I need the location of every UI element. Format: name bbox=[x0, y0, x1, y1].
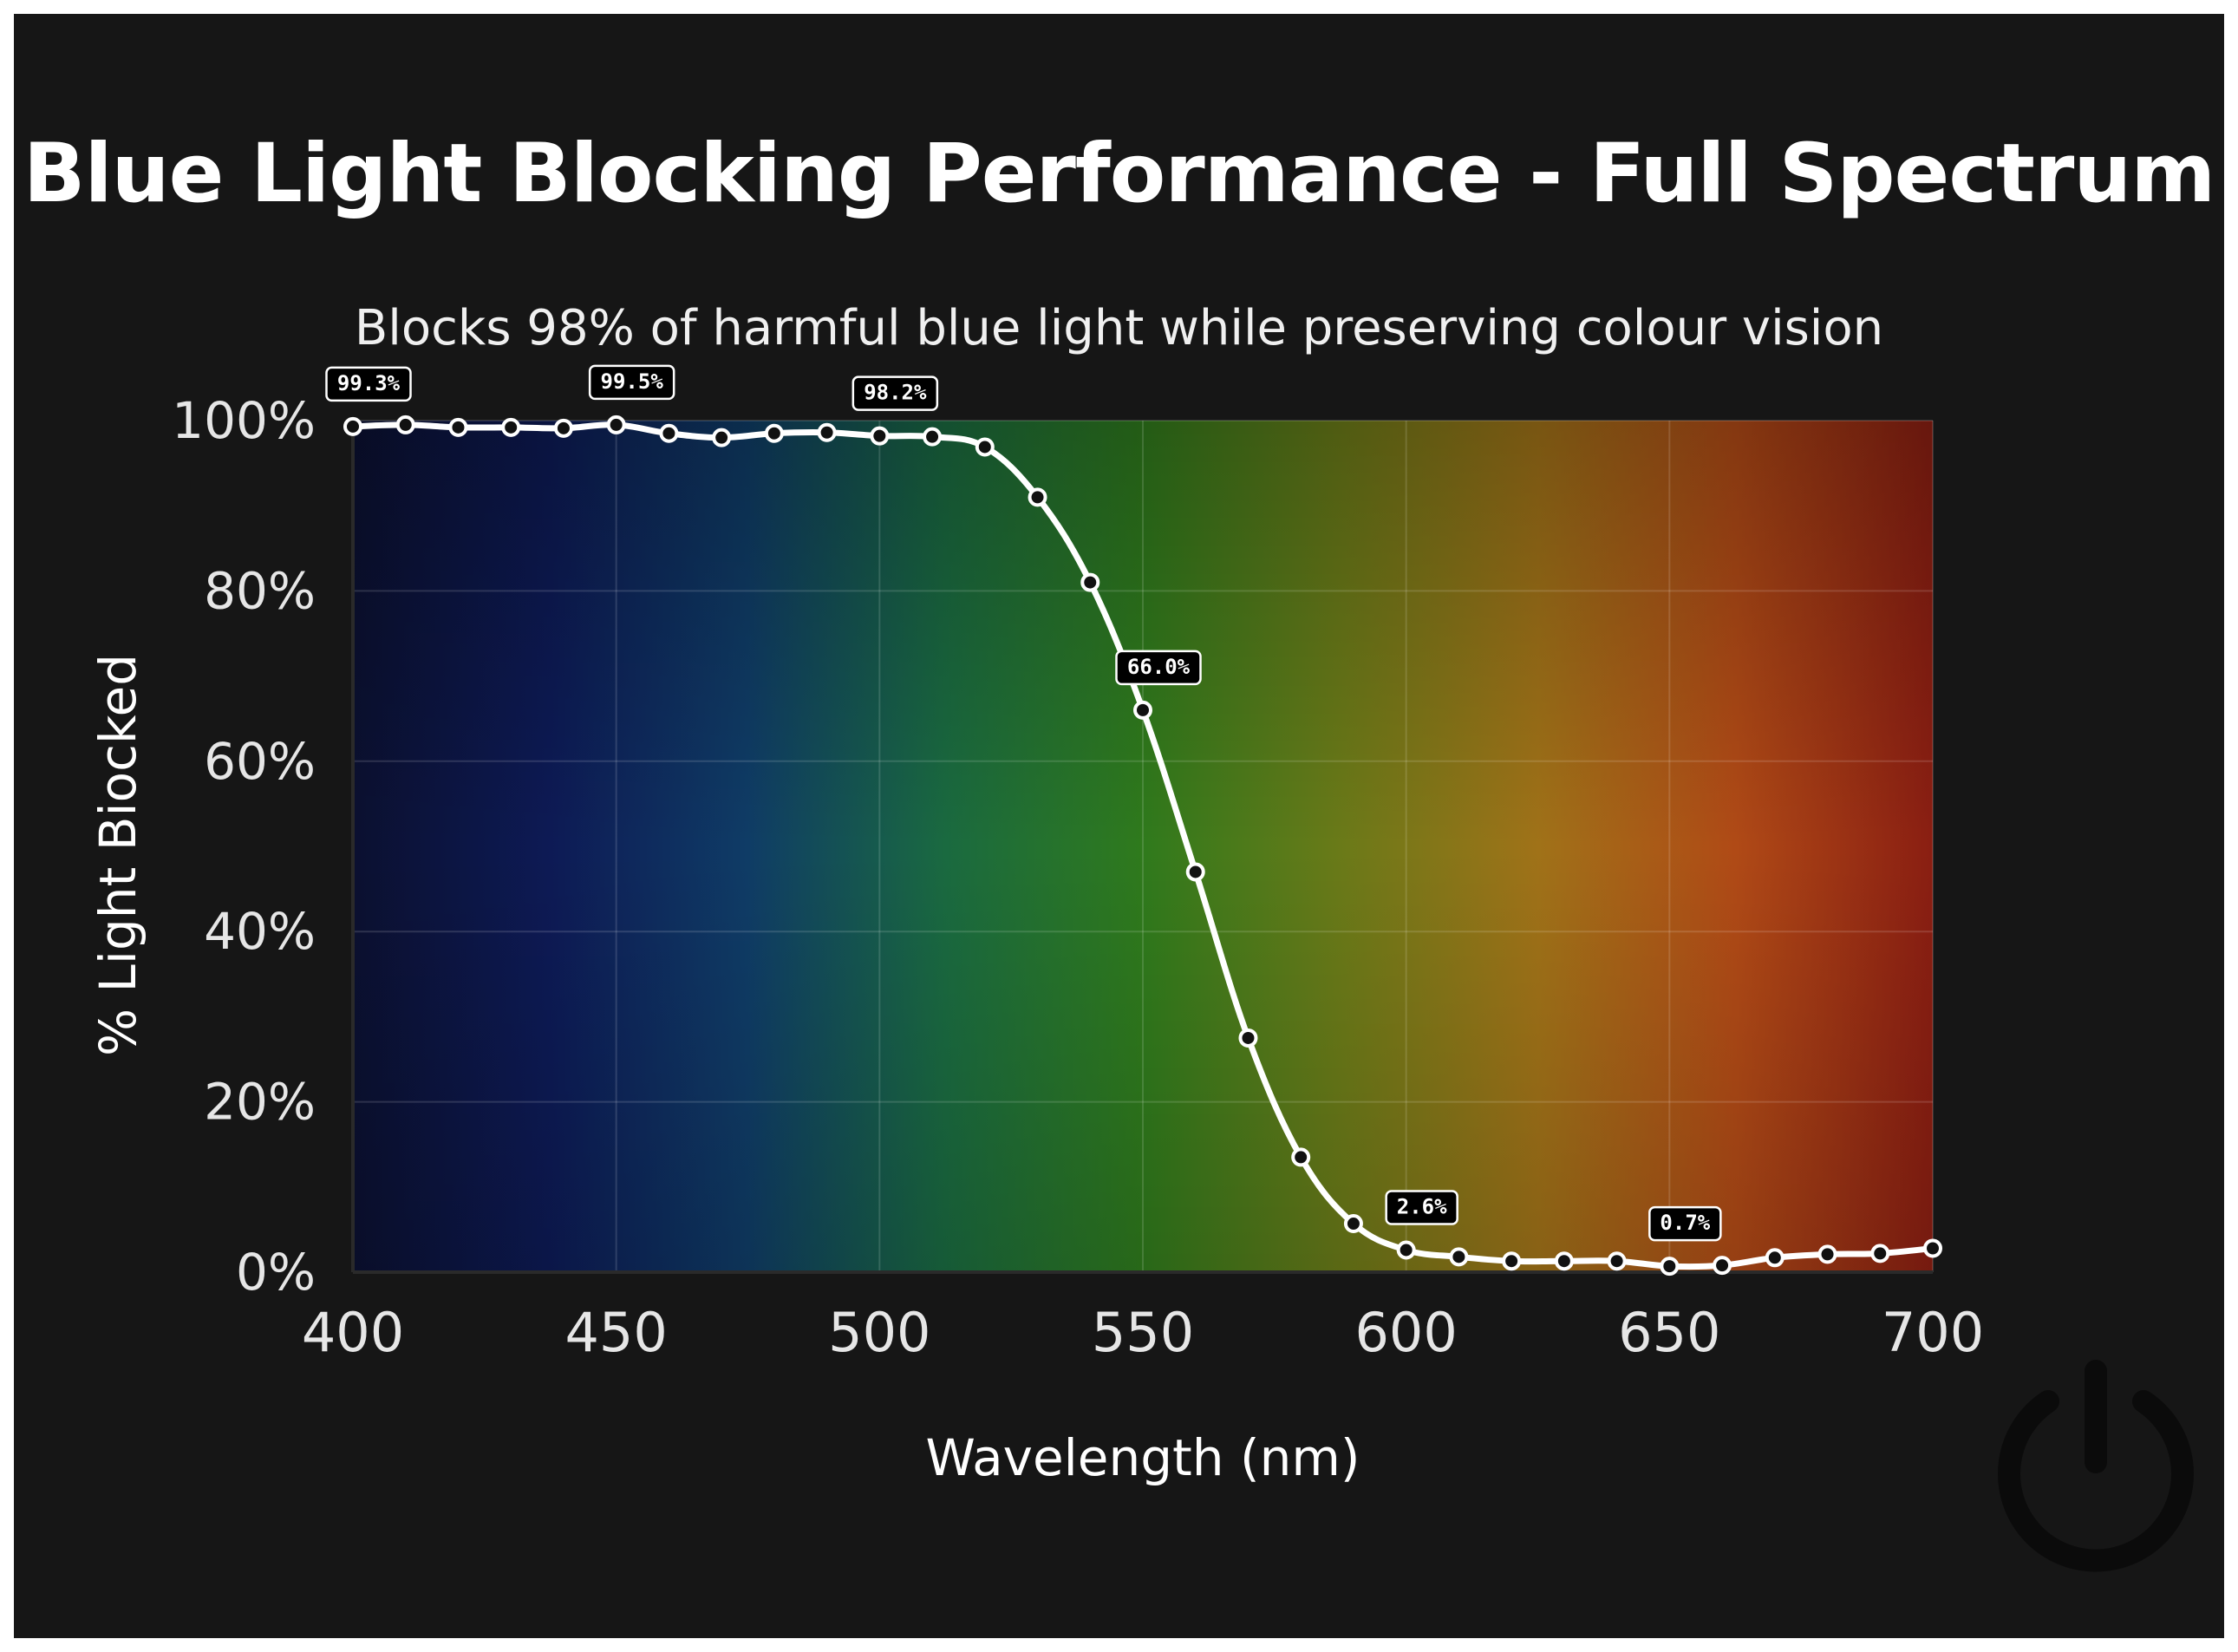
data-point bbox=[501, 417, 521, 437]
data-point bbox=[1607, 1251, 1627, 1271]
data-point bbox=[395, 415, 415, 434]
data-label-box bbox=[1648, 1205, 1722, 1242]
data-points bbox=[343, 415, 1942, 1277]
data-point bbox=[659, 423, 679, 443]
data-point bbox=[712, 428, 732, 447]
data-labels: 99.3% 99.5% 98.2% 66.0% 2.6% 0.7% bbox=[325, 364, 1722, 1242]
data-point bbox=[764, 423, 784, 443]
x-tick-label: 400 bbox=[302, 1301, 404, 1364]
chart-title: Blue Light Blocking Performance - Full S… bbox=[23, 127, 2215, 221]
x-tick-label: 500 bbox=[828, 1301, 930, 1364]
data-point bbox=[553, 418, 573, 438]
plot-shade bbox=[353, 421, 1933, 1272]
y-tick-label: 20% bbox=[204, 1073, 316, 1132]
data-point bbox=[1713, 1256, 1732, 1276]
data-point bbox=[923, 427, 943, 447]
x-tick-label: 600 bbox=[1354, 1301, 1457, 1364]
data-point bbox=[1291, 1147, 1311, 1167]
data-point bbox=[1449, 1247, 1469, 1267]
data-label-box bbox=[1115, 650, 1202, 686]
data-label-box bbox=[1385, 1190, 1458, 1225]
data-point bbox=[606, 415, 626, 434]
data-point bbox=[448, 417, 468, 437]
chart-frame: Blue Light Blocking Performance - Full S… bbox=[14, 14, 2224, 1638]
x-tick-label: 700 bbox=[1882, 1301, 1984, 1364]
data-point bbox=[1080, 572, 1100, 592]
data-point bbox=[1554, 1251, 1574, 1271]
data-point bbox=[1817, 1244, 1837, 1264]
data-label-box bbox=[588, 364, 675, 401]
data-point bbox=[1238, 1028, 1258, 1048]
data-point bbox=[1396, 1240, 1416, 1260]
data-point bbox=[1765, 1248, 1785, 1268]
data-point bbox=[343, 416, 362, 436]
y-tick-label: 80% bbox=[204, 561, 316, 620]
data-label-box bbox=[325, 366, 412, 402]
data-label-text: 2.6% bbox=[1397, 1194, 1447, 1218]
data-label-box bbox=[851, 375, 939, 411]
data-point bbox=[870, 426, 890, 446]
data-point bbox=[1660, 1257, 1680, 1277]
data-point bbox=[1028, 487, 1047, 507]
x-tick-labels: 400 450 500 550 600 650 700 bbox=[302, 1301, 1984, 1364]
data-label: 98.2% bbox=[851, 375, 939, 411]
data-point bbox=[975, 437, 995, 457]
data-label-text: 0.7% bbox=[1660, 1211, 1710, 1235]
data-point bbox=[1185, 862, 1205, 882]
y-tick-label: 40% bbox=[204, 902, 316, 961]
data-label-text: 99.5% bbox=[601, 369, 664, 394]
data-point bbox=[1133, 700, 1152, 720]
data-label: 99.3% bbox=[325, 366, 412, 402]
series-line bbox=[352, 421, 1934, 1270]
data-point bbox=[817, 422, 837, 442]
data-label: 99.5% bbox=[588, 364, 675, 401]
data-label: 66.0% bbox=[1115, 650, 1202, 686]
x-tick-label: 650 bbox=[1618, 1301, 1720, 1364]
data-label: 2.6% bbox=[1385, 1190, 1458, 1225]
data-label-text: 66.0% bbox=[1127, 655, 1191, 679]
line-chart: 0% 20% 40% 60% 80% 100% 400 450 500 550 600 650 700… bbox=[88, 364, 2194, 1572]
data-label-text: 99.3% bbox=[337, 371, 401, 395]
x-tick-label: 450 bbox=[564, 1301, 667, 1364]
data-point bbox=[1502, 1251, 1522, 1271]
y-axis-title: % Light Biocked bbox=[88, 654, 147, 1056]
data-point bbox=[1923, 1238, 1942, 1258]
y-tick-label: 60% bbox=[204, 732, 316, 791]
data-label: 0.7% bbox=[1648, 1205, 1722, 1242]
power-icon bbox=[1998, 1360, 2194, 1572]
chart-subtitle: Blocks 98% of harmful blue light while p… bbox=[354, 300, 1884, 356]
y-tick-labels: 0% 20% 40% 60% 80% 100% bbox=[172, 391, 316, 1302]
data-point bbox=[1343, 1214, 1363, 1234]
x-axis-title: Wavelength (nm) bbox=[925, 1428, 1360, 1487]
data-label-text: 98.2% bbox=[864, 381, 927, 405]
data-point bbox=[1870, 1244, 1890, 1263]
y-tick-label: 100% bbox=[172, 391, 316, 450]
x-tick-label: 550 bbox=[1092, 1301, 1194, 1364]
y-tick-label: 0% bbox=[236, 1243, 316, 1302]
